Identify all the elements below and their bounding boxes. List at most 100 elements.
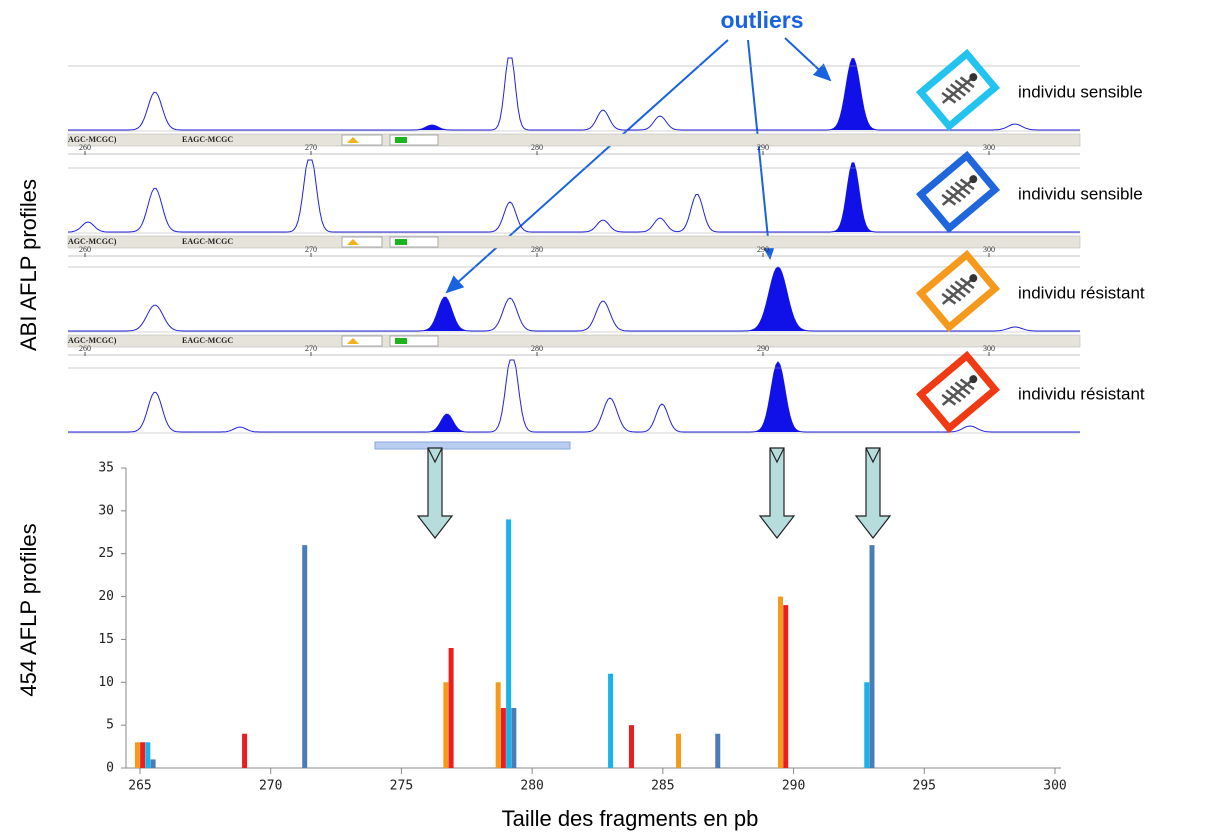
x-tick-label: 280 <box>520 779 543 794</box>
trace <box>68 57 1080 131</box>
ruler-label: 270 <box>305 344 317 353</box>
insect <box>941 76 975 104</box>
x-tick-label: 265 <box>128 779 151 794</box>
outliers-annotation: outliers <box>720 7 803 33</box>
y-axis-label: 454 AFLP profiles <box>16 523 41 696</box>
filled-peak <box>750 362 806 432</box>
toolbar-button[interactable] <box>341 335 383 347</box>
strip-tag: EAGC-MCGC <box>182 135 233 144</box>
warn-icon <box>347 338 359 344</box>
y-tick-label: 5 <box>106 718 114 733</box>
bar <box>134 742 140 768</box>
toolbar-strip <box>67 235 1081 249</box>
individual-icon <box>915 350 1001 434</box>
bar <box>783 605 789 768</box>
profile-label: individu sensible <box>1018 184 1143 203</box>
insect <box>941 378 975 406</box>
filled-peak <box>408 125 456 130</box>
ruler-label: 300 <box>983 245 995 254</box>
y-tick-label: 15 <box>98 632 114 647</box>
profile-label: individu résistant <box>1018 283 1145 302</box>
ok-icon <box>395 239 407 245</box>
warn-icon <box>347 137 359 143</box>
y-tick-label: 0 <box>106 761 114 776</box>
bar <box>778 596 783 768</box>
insect-head <box>969 73 978 82</box>
ruler-label: 260 <box>79 143 91 152</box>
y-tick-label: 30 <box>98 503 114 518</box>
toolbar-button[interactable] <box>341 134 383 146</box>
strip-tag: AGC-MCGC) <box>68 237 117 246</box>
bar <box>864 682 870 768</box>
ok-icon <box>395 338 407 344</box>
x-tick-label: 290 <box>782 779 805 794</box>
toolbar-button[interactable] <box>341 236 383 248</box>
x-axis-label: Taille des fragments en pb <box>502 806 759 831</box>
individual-icon <box>915 150 1001 234</box>
toolbar-button[interactable] <box>389 236 439 248</box>
bar <box>242 733 248 768</box>
bar <box>150 759 156 768</box>
x-tick-label: 285 <box>651 779 674 794</box>
bar <box>302 545 308 768</box>
strip-tag: EAGC-MCGC <box>182 336 233 345</box>
individual-icon <box>915 249 1001 333</box>
abi-axis-label: ABI AFLP profiles <box>16 179 41 351</box>
warn-icon <box>347 239 359 245</box>
bar <box>676 733 682 768</box>
trace <box>67 159 1080 233</box>
toolbar-strip <box>67 334 1081 348</box>
ruler-label: 260 <box>79 344 91 353</box>
toolbar-button[interactable] <box>389 335 439 347</box>
bar <box>715 733 721 768</box>
insect-head <box>969 375 978 384</box>
insect-head <box>969 274 978 283</box>
bar <box>500 708 506 768</box>
ruler-label: 290 <box>757 344 769 353</box>
bar <box>608 673 614 768</box>
scrollbar[interactable] <box>374 441 571 450</box>
x-tick-label: 270 <box>259 779 282 794</box>
filled-peak <box>829 162 877 232</box>
toolbar-button[interactable] <box>389 134 439 146</box>
ruler-label: 270 <box>305 143 317 152</box>
ruler-label: 280 <box>531 344 543 353</box>
bar <box>443 682 449 768</box>
ruler-label: 280 <box>531 143 543 152</box>
filled-peak <box>825 58 881 130</box>
individual-icon <box>915 48 1001 132</box>
bar <box>511 708 517 768</box>
toolbar-strip <box>67 133 1081 147</box>
x-tick-label: 295 <box>913 779 936 794</box>
insect <box>941 277 975 305</box>
bar <box>145 742 151 768</box>
y-tick-label: 10 <box>98 675 114 690</box>
ruler-label: 300 <box>983 143 995 152</box>
bar <box>448 648 454 768</box>
y-tick-label: 25 <box>98 546 114 561</box>
trace <box>68 266 1080 332</box>
bar <box>495 682 501 768</box>
ruler-label: 260 <box>79 245 91 254</box>
ruler-label: 280 <box>531 245 543 254</box>
bar <box>506 519 512 768</box>
insect-head <box>969 175 978 184</box>
ruler-label: 270 <box>305 245 317 254</box>
x-tick-label: 300 <box>1043 779 1066 794</box>
x-tick-label: 275 <box>390 779 413 794</box>
bar <box>140 742 146 768</box>
insect <box>941 178 975 206</box>
y-tick-label: 35 <box>98 461 114 476</box>
profile-label: individu sensible <box>1018 82 1143 101</box>
bar <box>869 545 875 768</box>
filled-peak <box>742 267 814 331</box>
strip-tag: EAGC-MCGC <box>182 237 233 246</box>
ruler-label: 300 <box>983 344 995 353</box>
bar <box>628 725 634 768</box>
ok-icon <box>395 137 407 143</box>
strip-tag: AGC-MCGC) <box>68 336 117 345</box>
filled-peak <box>423 414 471 432</box>
trace <box>68 359 1080 433</box>
filled-peak <box>417 297 473 331</box>
